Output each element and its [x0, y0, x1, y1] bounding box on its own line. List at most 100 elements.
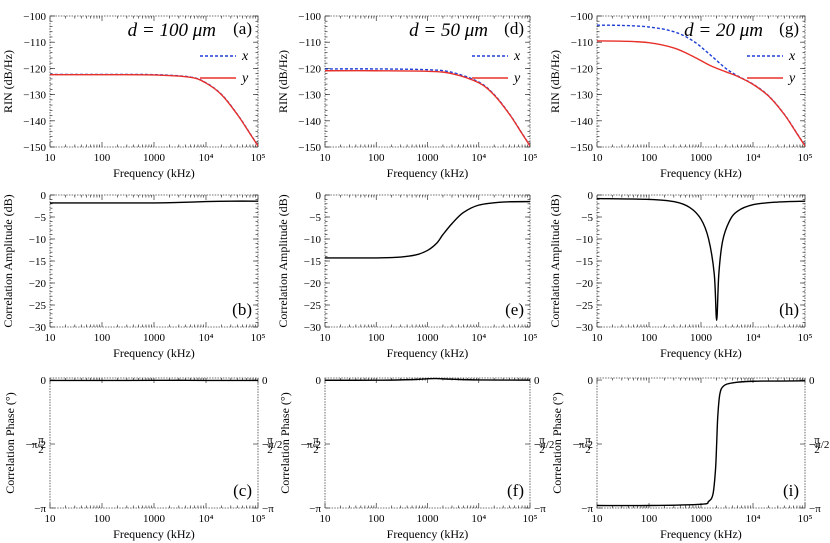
- y-axis-label: Correlation Phase (°): [278, 392, 292, 493]
- plot-frame: [49, 377, 259, 509]
- y-tick-label-right-sign: −: [534, 439, 540, 451]
- x-tick-label: 100: [641, 513, 658, 525]
- y-tick-label: −110: [571, 37, 594, 49]
- legend-label-y: y: [787, 71, 796, 86]
- y-tick-label-right-num: π: [814, 434, 820, 446]
- panel-b: 10 100 1000 10⁴ 10⁵ 0 −5 −10 −15 −20 −25 −30 Frequen…: [1, 190, 266, 360]
- y-axis-label: RIN (dB/Hz): [1, 50, 15, 113]
- x-tick-label: 1000: [690, 513, 713, 525]
- panel-a: 10 100 1000 10⁴ 10⁵ −100 −110 −120 −130 −140 −150 F…: [1, 11, 266, 180]
- x-tick-label: 10⁴: [471, 513, 486, 525]
- y-tick-label-right: 0: [809, 375, 815, 387]
- y-tick-label: −π/2− π2: [301, 434, 321, 456]
- y-tick-label: −10: [304, 234, 322, 246]
- x-tick-label: 10⁴: [746, 152, 761, 164]
- plot-frame: [324, 194, 531, 328]
- x-tick-label: 10: [592, 332, 604, 344]
- y-tick-label: −π/2− π2: [26, 434, 46, 456]
- y-tick-label: 0: [588, 375, 594, 387]
- x-tick-label: 10: [592, 513, 604, 525]
- y-tick-label: 0: [41, 375, 47, 387]
- panel-label: (h): [779, 300, 799, 319]
- x-tick-label: 10: [45, 513, 57, 525]
- y-tick-label-den: 2: [585, 444, 591, 456]
- x-tick-label: 10⁵: [798, 513, 813, 525]
- panel-label: (f): [507, 481, 524, 500]
- x-tick-label: 1000: [690, 152, 713, 164]
- y-tick-label: −150: [23, 142, 46, 154]
- y-tick-label: −100: [23, 11, 46, 23]
- x-tick-label: 10: [45, 332, 57, 344]
- x-axis-label: Frequency (kHz): [387, 527, 469, 541]
- y-axis-label: Correlation Phase (°): [550, 392, 564, 493]
- x-axis-label: Frequency (kHz): [113, 527, 195, 541]
- y-tick-label-right-sign: −: [809, 439, 815, 451]
- y-axis-label: RIN (dB/Hz): [276, 50, 290, 113]
- y-axis-label: Correlation Amplitude (dB): [1, 194, 15, 327]
- panel-label: (d): [504, 19, 524, 38]
- x-tick-label: 10⁵: [251, 332, 266, 344]
- y-tick-label-text: 0: [41, 375, 47, 387]
- y-tick-label-sign: −: [30, 439, 36, 451]
- series-line-x: [50, 73, 258, 147]
- y-tick-label: −150: [570, 142, 593, 154]
- x-tick-label: 10: [45, 152, 57, 164]
- series-line-amplitude: [325, 200, 530, 259]
- y-tick-label-num: π: [38, 434, 44, 446]
- series-line-x: [597, 24, 805, 147]
- y-tick-label-right-text: −π: [262, 503, 274, 515]
- y-tick-label-den: 2: [313, 444, 319, 456]
- distance-annotation: d = 20 μm: [684, 20, 763, 41]
- y-tick-label-text: −π: [309, 503, 321, 515]
- x-tick-label: 10⁵: [798, 332, 813, 344]
- x-tick-label: 1000: [690, 332, 713, 344]
- x-tick-label: 10⁴: [471, 152, 486, 164]
- y-tick-label: 0: [41, 190, 47, 202]
- panel-e: 10 100 1000 10⁴ 10⁵ 0 −5 −10 −15 −20 −25 −30 Frequen…: [276, 190, 538, 360]
- y-tick-label-sign: −: [305, 439, 311, 451]
- y-tick-label: −25: [576, 300, 594, 312]
- x-tick-label: 100: [641, 152, 658, 164]
- y-axis-label: Correlation Amplitude (dB): [548, 194, 562, 327]
- y-tick-label: −30: [576, 322, 594, 334]
- y-tick-label: −5: [309, 212, 321, 224]
- x-axis-label: Frequency (kHz): [660, 527, 742, 541]
- y-tick-label-right: −π: [809, 503, 821, 515]
- y-tick-label-right-den: 2: [814, 444, 820, 456]
- y-tick-label: −120: [23, 63, 46, 75]
- y-tick-label-right-text: −π: [809, 503, 821, 515]
- y-tick-label: −140: [298, 116, 321, 128]
- x-tick-label: 10⁴: [746, 332, 761, 344]
- y-tick-label-right: −π/2− π2: [262, 434, 282, 456]
- y-tick-label: −100: [298, 11, 321, 23]
- x-tick-label: 10: [592, 152, 604, 164]
- y-tick-label: −30: [29, 322, 47, 334]
- series-line-phase: [325, 377, 530, 381]
- y-tick-label: 0: [588, 190, 594, 202]
- x-tick-label: 10⁴: [199, 332, 214, 344]
- x-axis-label: Frequency (kHz): [113, 346, 195, 360]
- y-tick-label-right-text: −π: [534, 503, 546, 515]
- y-tick-label: −20: [576, 278, 594, 290]
- x-tick-label: 10⁵: [523, 152, 538, 164]
- y-tick-label: −150: [298, 142, 321, 154]
- x-tick-label: 10⁴: [199, 152, 214, 164]
- y-tick-label: −120: [298, 63, 321, 75]
- x-tick-label: 10⁵: [798, 152, 813, 164]
- x-tick-label: 10⁵: [251, 152, 266, 164]
- x-tick-label: 10⁵: [251, 513, 266, 525]
- y-tick-label-right-text: 0: [809, 375, 815, 387]
- y-tick-label: −5: [34, 212, 46, 224]
- panel-label: (a): [233, 19, 252, 38]
- y-tick-label-right: 0: [262, 375, 268, 387]
- x-axis-label: Frequency (kHz): [387, 166, 469, 180]
- distance-annotation: d = 100 μm: [128, 20, 216, 41]
- y-tick-label-right-text: 0: [534, 375, 540, 387]
- series-line-x: [325, 68, 530, 147]
- x-axis-label: Frequency (kHz): [660, 346, 742, 360]
- plot-frame: [596, 377, 806, 509]
- y-tick-label-right-num: π: [267, 434, 273, 446]
- distance-annotation: d = 50 μm: [409, 20, 488, 41]
